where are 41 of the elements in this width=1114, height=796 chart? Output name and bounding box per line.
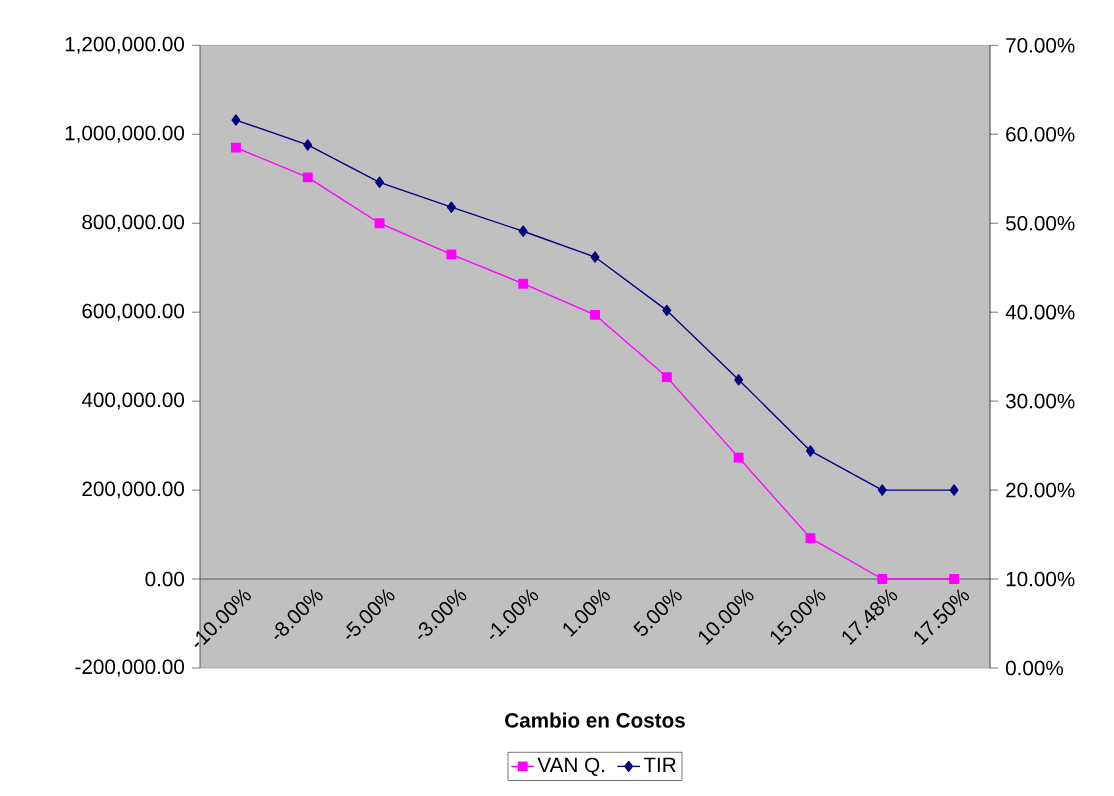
point bbox=[661, 372, 672, 383]
point bbox=[590, 251, 600, 263]
point bbox=[518, 278, 529, 289]
y-tick-label: 600,000.00 bbox=[82, 303, 185, 321]
legend-label: VAN Q. bbox=[537, 757, 605, 776]
point bbox=[230, 142, 241, 153]
x-axis-title: Cambio en Costos bbox=[505, 712, 685, 728]
y2-tick-label: 50.00% bbox=[1005, 215, 1075, 231]
point bbox=[805, 533, 816, 544]
point bbox=[949, 484, 959, 496]
point bbox=[518, 225, 528, 237]
y2-tick-label: 30.00% bbox=[1005, 393, 1075, 409]
y2-tick-label: 0.00% bbox=[1005, 660, 1063, 676]
y-tick-label: 1,200,000.00 bbox=[65, 36, 185, 54]
point bbox=[446, 249, 457, 260]
point bbox=[877, 484, 887, 496]
point bbox=[734, 374, 744, 386]
point bbox=[446, 201, 456, 213]
y-tick-label: 0.00 bbox=[145, 571, 185, 587]
point bbox=[662, 304, 672, 317]
point bbox=[302, 172, 313, 183]
y2-tick-label: 40.00% bbox=[1005, 304, 1075, 320]
y-tick-label: 200,000.00 bbox=[82, 481, 185, 499]
point bbox=[805, 445, 815, 457]
point bbox=[303, 139, 313, 151]
y-tick-label: 400,000.00 bbox=[81, 392, 185, 410]
point bbox=[374, 218, 385, 229]
y2-tick-label: 70.00% bbox=[1006, 38, 1075, 53]
y-tick-label: -200,000.00 bbox=[75, 659, 185, 677]
y-tick-label: 800,000.00 bbox=[82, 214, 185, 232]
point bbox=[375, 176, 385, 189]
point bbox=[590, 309, 600, 320]
point bbox=[877, 574, 888, 584]
y-tick-label: 1,000,000.00 bbox=[65, 125, 185, 143]
point bbox=[949, 574, 960, 584]
point bbox=[733, 452, 744, 463]
point bbox=[231, 114, 241, 126]
y2-tick-label: 10.00% bbox=[1006, 571, 1075, 587]
legend-label: TIR bbox=[643, 757, 676, 772]
y2-tick-label: 60.00% bbox=[1006, 126, 1075, 142]
y2-tick-label: 20.00% bbox=[1006, 482, 1075, 498]
